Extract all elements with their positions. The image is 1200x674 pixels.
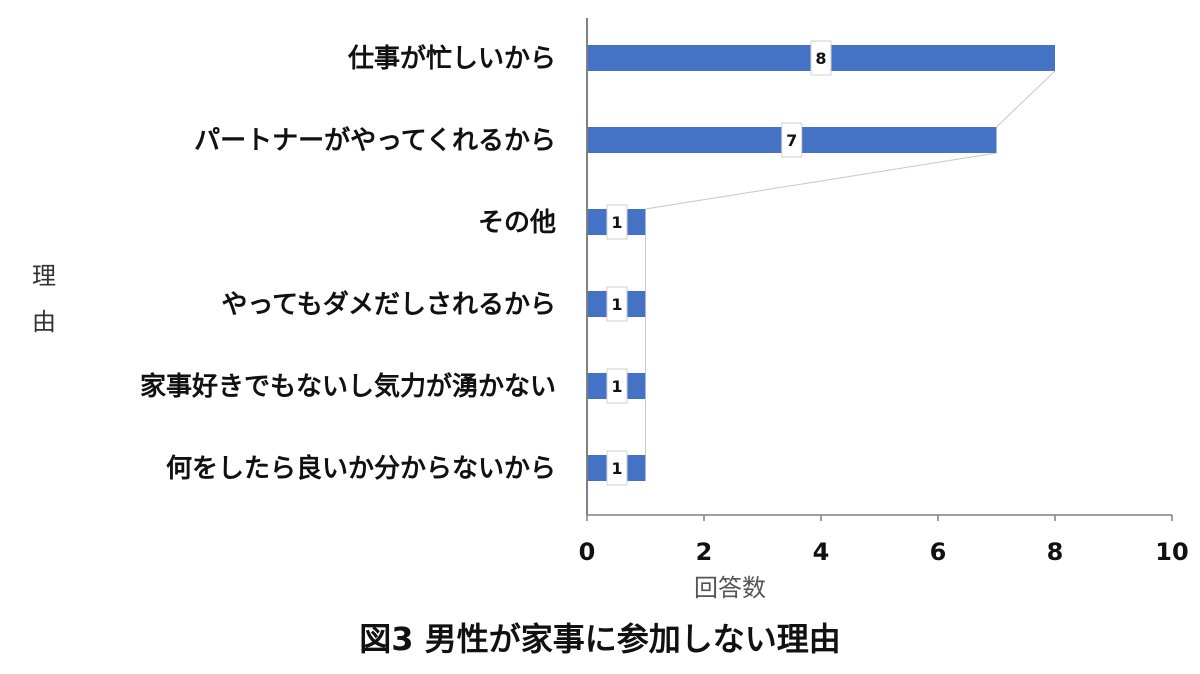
y-axis-title-char: 理 <box>32 262 56 290</box>
x-axis-title: 回答数 <box>694 574 766 602</box>
category-label: その他 <box>478 208 556 238</box>
data-labels: 8 7 1 1 1 1 <box>606 40 832 486</box>
x-tick-label: 8 <box>1047 538 1064 566</box>
data-label-box <box>606 204 628 240</box>
y-axis-title: 理由 <box>32 262 56 336</box>
data-label: 7 <box>786 131 797 150</box>
x-tick-label: 4 <box>813 538 830 566</box>
data-label-box <box>606 450 628 486</box>
data-label: 1 <box>611 459 622 478</box>
category-label: 何をしたら良いか分からないから <box>166 453 556 484</box>
x-tick-label: 2 <box>696 538 713 566</box>
axes <box>586 18 1172 516</box>
bars <box>587 45 1055 481</box>
figure-title: 図3 男性が家事に参加しない理由 <box>359 620 840 658</box>
category-label: パートナーがやってくれるから <box>194 125 556 156</box>
series-line <box>645 152 997 210</box>
x-ticks: 0 2 4 6 8 10 <box>579 515 1189 566</box>
y-axis-title-char: 由 <box>32 308 56 336</box>
data-label: 1 <box>611 213 622 232</box>
category-label: 家事好きでもないし気力が湧かない <box>140 371 556 402</box>
series-line <box>996 70 1056 128</box>
data-label-box <box>810 40 832 76</box>
data-label-box <box>781 122 803 158</box>
category-label: やってもダメだしされるから <box>221 289 556 320</box>
series-lines <box>645 70 1056 455</box>
category-label: 仕事が忙しいから <box>347 43 556 74</box>
data-label-box <box>606 368 628 404</box>
data-label: 1 <box>611 295 622 314</box>
x-tick-label: 0 <box>579 538 596 566</box>
data-label-box <box>606 286 628 322</box>
data-label: 1 <box>611 377 622 396</box>
x-tick-label: 6 <box>930 538 947 566</box>
x-tick-label: 10 <box>1155 538 1188 566</box>
category-labels: 仕事が忙しいからパートナーがやってくれるからその他やってもダメだしされるから家事… <box>140 43 556 484</box>
data-label: 8 <box>815 49 826 68</box>
